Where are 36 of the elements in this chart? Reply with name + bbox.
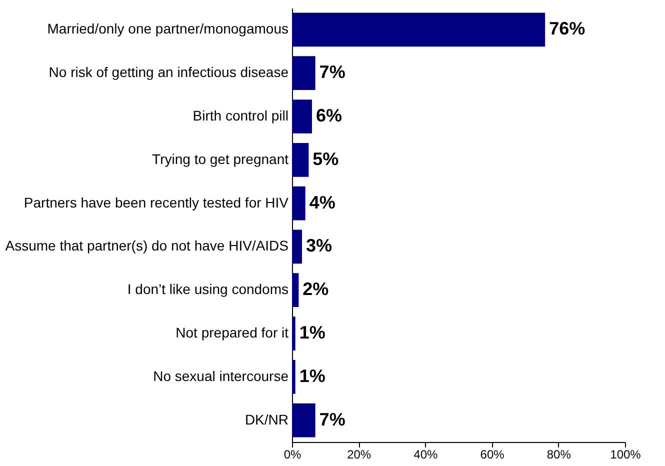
y-tick-label: DK/NR — [244, 411, 288, 428]
data-label: 6% — [316, 106, 342, 126]
bar — [292, 186, 306, 220]
data-label: 1% — [299, 366, 326, 386]
bar — [292, 316, 296, 350]
data-label: 1% — [299, 322, 326, 342]
bar — [292, 12, 546, 47]
bar — [292, 273, 299, 308]
bar — [292, 56, 316, 90]
bar — [292, 230, 302, 264]
x-tick-label: 40% — [414, 448, 438, 462]
y-tick-label: Partners have been recently tested for HIV — [24, 194, 290, 210]
bar — [292, 100, 312, 134]
data-label: 7% — [319, 62, 346, 82]
y-tick-label: Not prepared for it — [176, 324, 289, 340]
data-label: 5% — [312, 148, 339, 169]
x-tick-label: 60% — [480, 448, 505, 462]
x-tick-label: 20% — [347, 448, 372, 462]
bar — [292, 360, 296, 394]
y-tick-label: Trying to get pregnant — [152, 150, 289, 167]
data-label: 3% — [306, 236, 332, 256]
bar — [292, 403, 316, 438]
data-label: 7% — [319, 409, 346, 430]
y-tick-label: Married/only one partner/monogamous — [47, 20, 288, 37]
x-tick-label: 0% — [284, 448, 302, 462]
y-tick-label: No risk of getting an infectious disease — [48, 64, 289, 80]
x-tick-label: 100% — [610, 448, 642, 462]
y-tick-label: Assume that partner(s) do not have HIV/AIDS — [5, 238, 288, 254]
x-tick-label: 80% — [546, 448, 572, 462]
data-label: 2% — [302, 279, 329, 300]
data-label: 76% — [549, 18, 586, 39]
y-tick-label: No sexual intercourse — [153, 368, 289, 384]
y-tick-label: I don’t like using condoms — [127, 281, 288, 298]
bar — [292, 142, 309, 177]
y-tick-label: Birth control pill — [192, 108, 288, 124]
data-label: 4% — [309, 192, 336, 212]
